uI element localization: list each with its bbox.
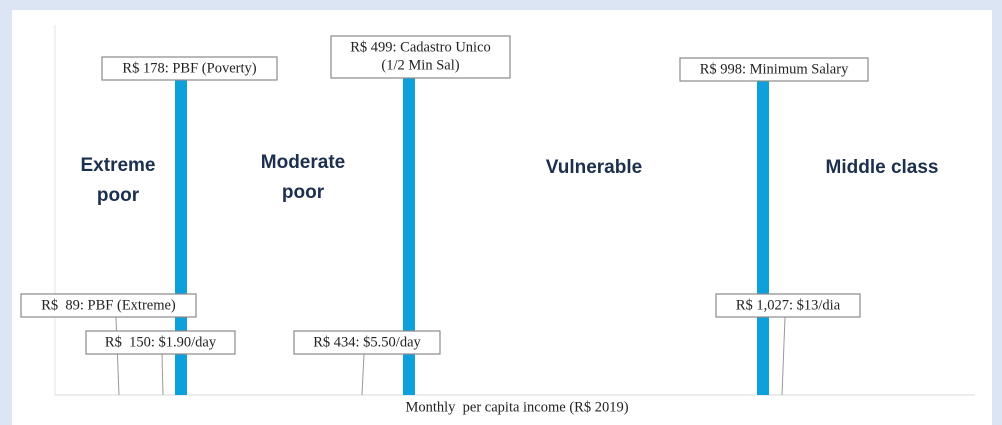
axis-label: Monthly per capita income (R$ 2019) — [405, 399, 628, 415]
group-label: Middle class — [826, 157, 939, 178]
label-box — [715, 293, 861, 318]
group-label: Moderate — [261, 152, 345, 173]
label-box — [293, 330, 441, 355]
threshold-label: (1/2 Min Sal) — [381, 57, 459, 73]
label-box — [330, 35, 511, 79]
connector — [115, 316, 120, 396]
group-label: Vulnerable — [546, 157, 642, 178]
threshold-bar — [757, 81, 769, 395]
group-label: poor — [97, 185, 140, 206]
connector — [161, 353, 164, 396]
threshold-label: R$ 1,027: $13/dia — [736, 297, 841, 313]
connector — [781, 316, 786, 396]
label-box — [679, 57, 869, 82]
threshold-label: R$ 178: PBF (Poverty) — [122, 60, 256, 76]
threshold-label: R$ 150: $1.90/day — [105, 334, 217, 350]
label-box — [101, 56, 278, 81]
label-box — [85, 330, 236, 355]
threshold-label: R$ 434: $5.50/day — [313, 334, 421, 350]
threshold-label: R$ 998: Minimum Salary — [700, 61, 849, 77]
connector — [361, 353, 365, 396]
threshold-label: R$ 89: PBF (Extreme) — [41, 297, 176, 313]
label-box — [20, 293, 197, 318]
group-label: poor — [282, 182, 325, 203]
threshold-label: R$ 499: Cadastro Unico — [350, 39, 491, 55]
threshold-bar — [403, 78, 415, 395]
group-label: Extreme — [81, 155, 156, 176]
